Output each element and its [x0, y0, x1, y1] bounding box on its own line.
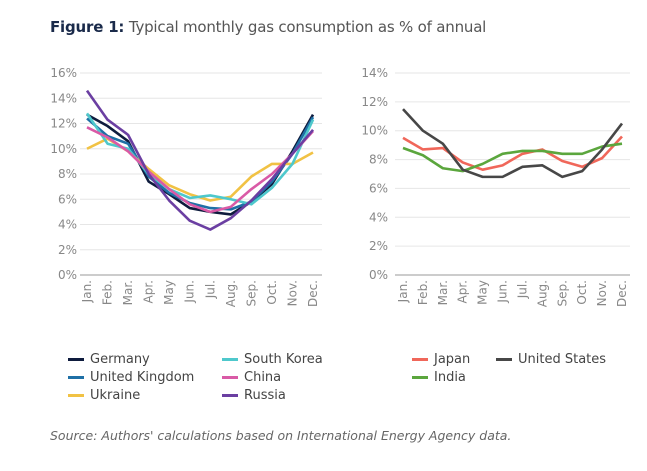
legend-swatch [412, 358, 428, 361]
legend-swatch [68, 376, 84, 379]
x-tick-label: Apr. [142, 280, 156, 303]
x-tick-label: Dec. [306, 280, 320, 307]
legend-item: China [222, 370, 281, 385]
x-tick-label: Sep. [555, 280, 569, 306]
legend-swatch [412, 376, 428, 379]
x-tick-label: Jan. [396, 280, 410, 303]
legend-swatch [222, 394, 238, 397]
x-tick-label: Feb. [416, 280, 430, 305]
legend-label: Germany [90, 352, 150, 367]
legend-item: South Korea [222, 352, 323, 367]
y-tick-label: 12% [361, 95, 388, 109]
legend-item: Russia [222, 388, 286, 403]
figure-title: Figure 1: Typical monthly gas consumptio… [50, 18, 486, 36]
series-line-japan [402, 135, 623, 171]
legend-item: Ukraine [68, 388, 140, 403]
legend-label: United States [518, 352, 607, 367]
legend-label: Ukraine [90, 388, 141, 403]
y-tick-label: 6% [369, 181, 388, 195]
y-tick-label: 10% [361, 124, 388, 138]
legend-label: China [244, 370, 282, 385]
x-tick-label: May [162, 280, 176, 305]
x-tick-label: Oct. [575, 280, 589, 305]
legend-swatch [222, 376, 238, 379]
x-tick-label: Jun. [496, 280, 510, 304]
x-tick-label: Nov. [285, 280, 299, 306]
y-tick-label: 6% [58, 192, 77, 206]
x-tick-label: Jul. [515, 280, 529, 299]
legend-label: India [434, 370, 466, 385]
y-tick-label: 16% [50, 66, 77, 80]
legend-item: Japan [412, 352, 470, 367]
x-tick-label: Aug. [535, 280, 549, 307]
x-tick-label: Dec. [615, 280, 629, 307]
series-line-south-korea [85, 112, 315, 206]
y-tick-label: 4% [369, 210, 388, 224]
x-tick-label: Jan. [80, 280, 94, 303]
series-line-india [402, 142, 623, 173]
y-tick-label: 14% [361, 66, 388, 80]
legend-label: Japan [434, 352, 471, 367]
chart-1: 0% 2% 4% 6% 8% 10% 12% 14% 16% Jan. Feb. Mar. Apr. Ma… [50, 66, 322, 307]
x-tick-label: Oct. [265, 280, 279, 305]
y-tick-label: 12% [50, 117, 77, 131]
legend-swatch [496, 358, 512, 361]
figure-number: Figure 1: [50, 18, 125, 36]
legend-label: United Kingdom [90, 370, 195, 385]
y-tick-label: 0% [369, 268, 388, 282]
y-tick-label: 10% [50, 142, 77, 156]
x-tick-label: Jun. [183, 280, 197, 304]
series-line-russia [85, 89, 314, 231]
x-tick-label: Aug. [224, 280, 238, 307]
legend-item: Germany [68, 352, 150, 367]
x-tick-label: Jul. [203, 280, 217, 299]
y-tick-label: 8% [58, 167, 77, 181]
x-tick-label: Feb. [101, 280, 115, 305]
legend-swatch [68, 358, 84, 361]
figure-title-text: Typical monthly gas consumption as % of … [128, 18, 487, 36]
x-tick-label: Nov. [595, 280, 609, 306]
legend-swatch [222, 358, 238, 361]
x-tick-label: Apr. [456, 280, 470, 303]
y-tick-label: 8% [369, 153, 388, 167]
legend-swatch [68, 394, 84, 397]
y-tick-label: 2% [369, 239, 388, 253]
legend-item: United States [496, 352, 606, 367]
x-tick-label: Mar. [436, 280, 450, 305]
x-tick-label: Mar. [121, 280, 135, 305]
legend-item: India [412, 370, 466, 385]
x-tick-label: May [476, 280, 490, 305]
legend-item: United Kingdom [68, 370, 194, 385]
legend-label: Russia [244, 388, 286, 403]
chart-2: 0% 2% 4% 6% 8% 10% 12% 14% Jan. Feb. Mar. Apr. May Ju… [361, 66, 630, 307]
series-line-united-kingdom [86, 116, 315, 211]
x-tick-label: Sep. [244, 280, 258, 306]
source-note: Source: Authors' calculations based on I… [50, 428, 512, 443]
y-tick-label: 2% [58, 243, 77, 257]
series-line-china [86, 126, 314, 214]
y-tick-label: 14% [50, 91, 77, 105]
y-tick-label: 4% [58, 218, 77, 232]
legend-label: South Korea [244, 352, 323, 367]
series-line-united-states [402, 108, 624, 179]
y-tick-label: 0% [58, 268, 77, 282]
